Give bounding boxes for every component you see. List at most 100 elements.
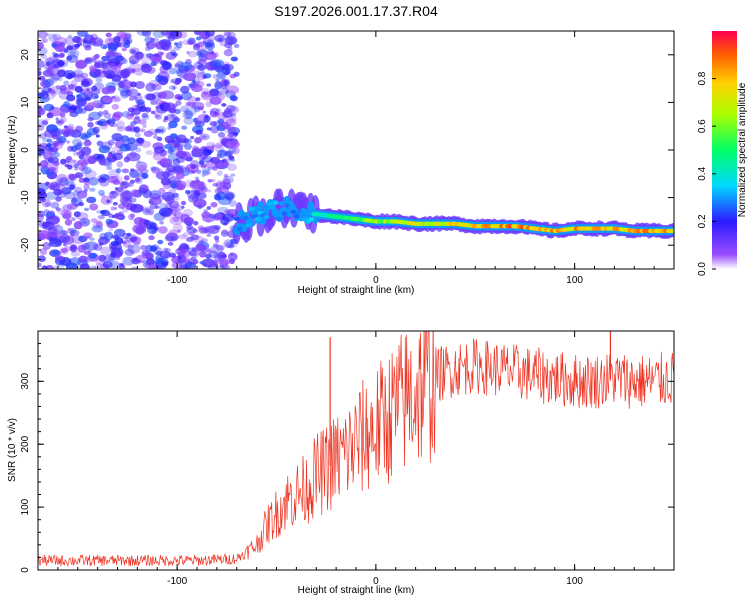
noise-blob — [201, 170, 210, 176]
noise-blob — [77, 244, 86, 253]
noise-blob — [168, 229, 178, 237]
noise-blob — [64, 128, 77, 137]
noise-blob — [124, 126, 132, 132]
noise-blob — [124, 142, 138, 152]
noise-blob — [130, 217, 134, 221]
noise-blob — [60, 158, 67, 165]
noise-blob — [178, 234, 187, 240]
noise-blob — [220, 121, 229, 130]
noise-blob — [211, 144, 216, 149]
noise-blob — [210, 125, 220, 134]
noise-blob — [205, 101, 212, 108]
noise-blob — [198, 158, 205, 165]
noise-blob — [168, 188, 177, 194]
noise-blob — [207, 179, 213, 183]
noise-blob — [157, 239, 164, 245]
noise-blob — [222, 161, 229, 167]
noise-blob — [108, 228, 114, 232]
noise-blob — [172, 192, 179, 198]
noise-blob — [118, 211, 124, 217]
ridge-core — [299, 212, 306, 217]
noise-blob — [198, 52, 203, 56]
noise-blob — [78, 255, 88, 263]
noise-blob — [216, 149, 227, 159]
noise-blob — [199, 133, 210, 141]
x-tick-label: -100 — [167, 576, 187, 587]
noise-blob — [129, 213, 136, 218]
y-tick-label: 0 — [20, 567, 31, 573]
noise-blob — [51, 215, 60, 221]
noise-blob — [79, 237, 85, 242]
noise-blob — [81, 220, 87, 225]
noise-blob — [202, 227, 210, 234]
noise-blob — [145, 209, 152, 214]
noise-blob — [65, 262, 78, 269]
noise-blob — [43, 129, 57, 138]
noise-blob — [224, 42, 233, 49]
noise-blob — [159, 250, 171, 259]
noise-blob — [42, 265, 48, 269]
noise-blob — [170, 114, 175, 118]
noise-blob — [137, 164, 147, 172]
y-tick-label: 20 — [20, 49, 31, 61]
noise-blob — [110, 95, 122, 103]
noise-blob — [203, 155, 208, 159]
noise-blob — [117, 80, 125, 88]
noise-blob — [84, 56, 93, 63]
noise-blob — [184, 107, 197, 116]
noise-blob — [195, 129, 203, 135]
noise-blob — [206, 189, 212, 193]
noise-blob — [47, 112, 53, 116]
noise-blob — [98, 158, 106, 166]
noise-blob — [92, 126, 100, 134]
noise-blob — [115, 55, 125, 62]
noise-blob — [89, 237, 95, 241]
noise-blob — [136, 31, 149, 37]
noise-blob — [75, 144, 82, 150]
noise-blob — [72, 160, 77, 164]
noise-blob — [89, 187, 96, 192]
noise-blob — [134, 132, 141, 138]
noise-blob — [180, 105, 190, 113]
noise-blob — [41, 86, 52, 94]
noise-blob — [216, 82, 224, 88]
ridge-core — [290, 209, 297, 215]
noise-blob — [114, 237, 124, 245]
noise-blob — [119, 88, 133, 97]
noise-blob — [100, 60, 108, 68]
noise-blob — [55, 120, 62, 124]
noise-blob — [123, 175, 130, 181]
noise-blob — [59, 112, 66, 118]
noise-blob — [38, 229, 50, 240]
noise-blob — [69, 227, 77, 235]
noise-blob — [215, 181, 227, 190]
noise-blob — [193, 198, 207, 208]
noise-blob — [114, 97, 120, 102]
noise-blob — [133, 126, 141, 133]
noise-blob — [106, 86, 116, 95]
noise-blob — [49, 210, 55, 215]
noise-blob — [181, 205, 185, 209]
noise-blob — [176, 172, 185, 180]
noise-blob — [96, 210, 102, 214]
noise-blobs — [38, 31, 243, 269]
noise-blob — [98, 177, 107, 183]
noise-blob — [89, 66, 97, 73]
noise-blob — [148, 235, 155, 241]
noise-blob — [69, 244, 78, 250]
noise-blob — [167, 241, 174, 246]
noise-blob — [201, 87, 210, 95]
noise-blob — [109, 194, 117, 200]
noise-blob — [67, 228, 76, 235]
ridge-core — [245, 223, 252, 228]
noise-blob — [226, 208, 238, 218]
noise-blob — [229, 106, 240, 114]
noise-blob — [50, 181, 61, 191]
noise-blob — [114, 255, 121, 261]
snr-frame — [37, 330, 675, 571]
noise-blob — [165, 31, 175, 39]
noise-blob — [91, 225, 104, 233]
noise-blob — [182, 39, 190, 46]
